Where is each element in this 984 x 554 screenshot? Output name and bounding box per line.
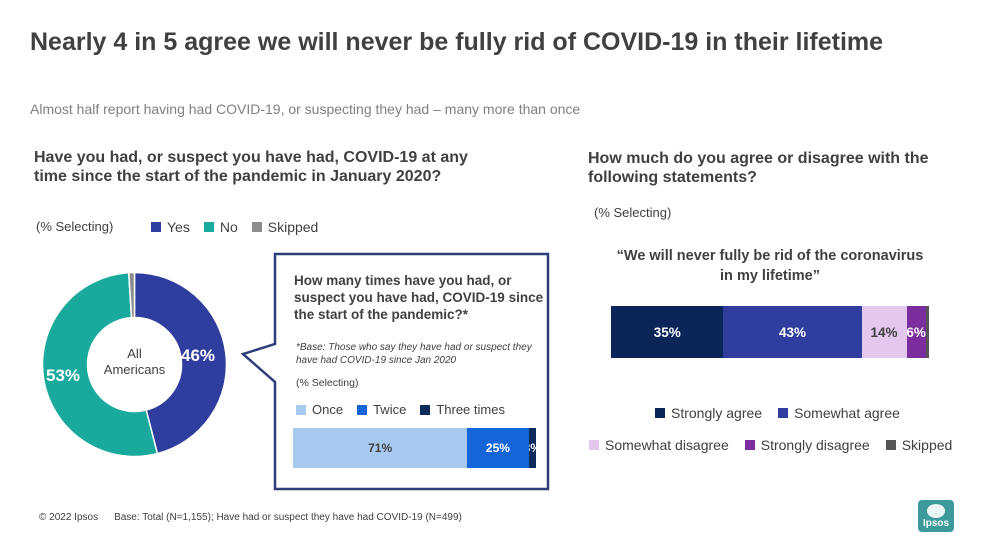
agree-bar-segment-somewhat-disagree: 14% bbox=[861, 306, 907, 358]
times-bar-segment-once: 71% bbox=[293, 428, 468, 468]
agree-legend-somewhat-agree: Somewhat agree bbox=[778, 405, 900, 421]
donut-center-line2: Americans bbox=[103, 362, 166, 377]
agree-legend-row2: Somewhat disagree Strongly disagree Skippe… bbox=[589, 437, 952, 453]
donut-legend-yes: Yes bbox=[151, 219, 190, 235]
donut-center-label: All Americans bbox=[42, 346, 227, 378]
callout-base-note: *Base: Those who say they have had or su… bbox=[296, 342, 532, 366]
agree-legend-row1: Strongly agree Somewhat agree bbox=[655, 405, 900, 421]
logo-text: Ipsos bbox=[922, 518, 950, 529]
copyright: © 2022 Ipsos bbox=[39, 512, 99, 523]
agree-legend-skipped: Skipped bbox=[885, 437, 953, 453]
base-note: Base: Total (N=1,155); Have had or suspe… bbox=[114, 512, 462, 523]
agree-legend-label: Strongly disagree bbox=[760, 437, 870, 453]
times-legend-swatch bbox=[357, 404, 368, 415]
statement-quote: “We will never fully be rid of the coron… bbox=[616, 248, 924, 284]
times-bar-label: 3% bbox=[529, 441, 536, 455]
times-legend: Once Twice Three times bbox=[296, 402, 505, 417]
times-legend-swatch bbox=[420, 404, 431, 415]
footer: © 2022 Ipsos Base: Total (N=1,155); Have… bbox=[39, 512, 462, 523]
donut-slice-no bbox=[41, 271, 159, 458]
agree-bar-label: 35% bbox=[653, 324, 681, 340]
donut-legend-swatch bbox=[151, 222, 161, 232]
times-legend-twice: Twice bbox=[357, 402, 406, 417]
agree-bar-label: 43% bbox=[778, 324, 806, 340]
right-selecting-note: (% Selecting) bbox=[594, 205, 672, 220]
agree-bar-segment-somewhat-agree: 43% bbox=[723, 306, 862, 358]
times-legend-three-times: Three times bbox=[420, 402, 505, 417]
callout-selecting-note: (% Selecting) bbox=[296, 377, 359, 389]
donut-legend-label: Skipped bbox=[267, 219, 319, 235]
donut-legend-swatch bbox=[251, 222, 262, 232]
page-title: Nearly 4 in 5 agree we will never be ful… bbox=[30, 28, 884, 56]
donut-label-yes: 46% bbox=[181, 346, 216, 365]
agree-bar-segment-skipped bbox=[925, 306, 929, 358]
donut-chart bbox=[41, 271, 228, 458]
donut-slice-skipped bbox=[127, 271, 136, 319]
agree-legend-swatch bbox=[885, 440, 896, 450]
agree-legend-label: Strongly agree bbox=[671, 405, 763, 421]
donut-legend-skipped: Skipped bbox=[251, 219, 319, 235]
ipsos-logo: Ipsos bbox=[918, 500, 954, 532]
times-legend-label: Three times bbox=[436, 402, 505, 417]
agree-legend-label: Somewhat agree bbox=[794, 405, 900, 421]
donut-legend-no: No bbox=[203, 219, 238, 235]
donut-label-no: 53% bbox=[46, 366, 81, 385]
agree-legend-swatch bbox=[744, 440, 755, 450]
agree-legend-swatch bbox=[589, 440, 599, 450]
times-bar-segment-twice: 25% bbox=[467, 428, 529, 468]
page-subtitle: Almost half report having had COVID-19, … bbox=[30, 101, 581, 117]
donut-legend: Yes No Skipped bbox=[151, 219, 318, 235]
agree-legend-strongly-disagree: Strongly disagree bbox=[744, 437, 870, 453]
times-legend-label: Once bbox=[312, 402, 344, 417]
agree-bar: 35% 43% 14% 6% bbox=[611, 306, 929, 358]
agree-legend-swatch bbox=[778, 408, 789, 418]
agree-legend-label: Somewhat disagree bbox=[605, 437, 729, 453]
agree-bar-label: 14% bbox=[870, 324, 898, 340]
times-bar-segment-three-times: 3% bbox=[528, 428, 536, 468]
agree-legend-label: Skipped bbox=[901, 437, 953, 453]
callout-question: How many times have you had, or suspect … bbox=[294, 273, 544, 322]
donut-legend-label: Yes bbox=[167, 219, 190, 235]
times-bar: 71% 25% 3% bbox=[293, 428, 536, 468]
agree-legend-somewhat-disagree: Somewhat disagree bbox=[589, 437, 729, 453]
agree-bar-segment-strongly-disagree: 6% bbox=[906, 306, 926, 358]
times-legend-label: Twice bbox=[373, 402, 407, 417]
times-legend-swatch bbox=[296, 404, 306, 415]
agree-legend-swatch bbox=[655, 408, 665, 418]
donut-center-line1: All bbox=[127, 346, 142, 361]
times-bar-label: 71% bbox=[368, 441, 393, 455]
agree-legend-strongly-agree: Strongly agree bbox=[655, 405, 762, 421]
donut-slice-yes bbox=[133, 271, 228, 455]
times-legend-once: Once bbox=[296, 402, 343, 417]
right-question: How much do you agree or disagree with t… bbox=[588, 150, 929, 186]
left-question: Have you had, or suspect you have had, C… bbox=[34, 149, 468, 185]
agree-bar-label: 6% bbox=[906, 324, 926, 340]
times-bar-label: 25% bbox=[485, 441, 510, 455]
donut-legend-label: No bbox=[219, 219, 238, 235]
donut-legend-swatch bbox=[203, 222, 214, 232]
left-selecting-note: (% Selecting) bbox=[36, 219, 114, 234]
agree-bar-segment-strongly-agree: 35% bbox=[611, 306, 724, 358]
